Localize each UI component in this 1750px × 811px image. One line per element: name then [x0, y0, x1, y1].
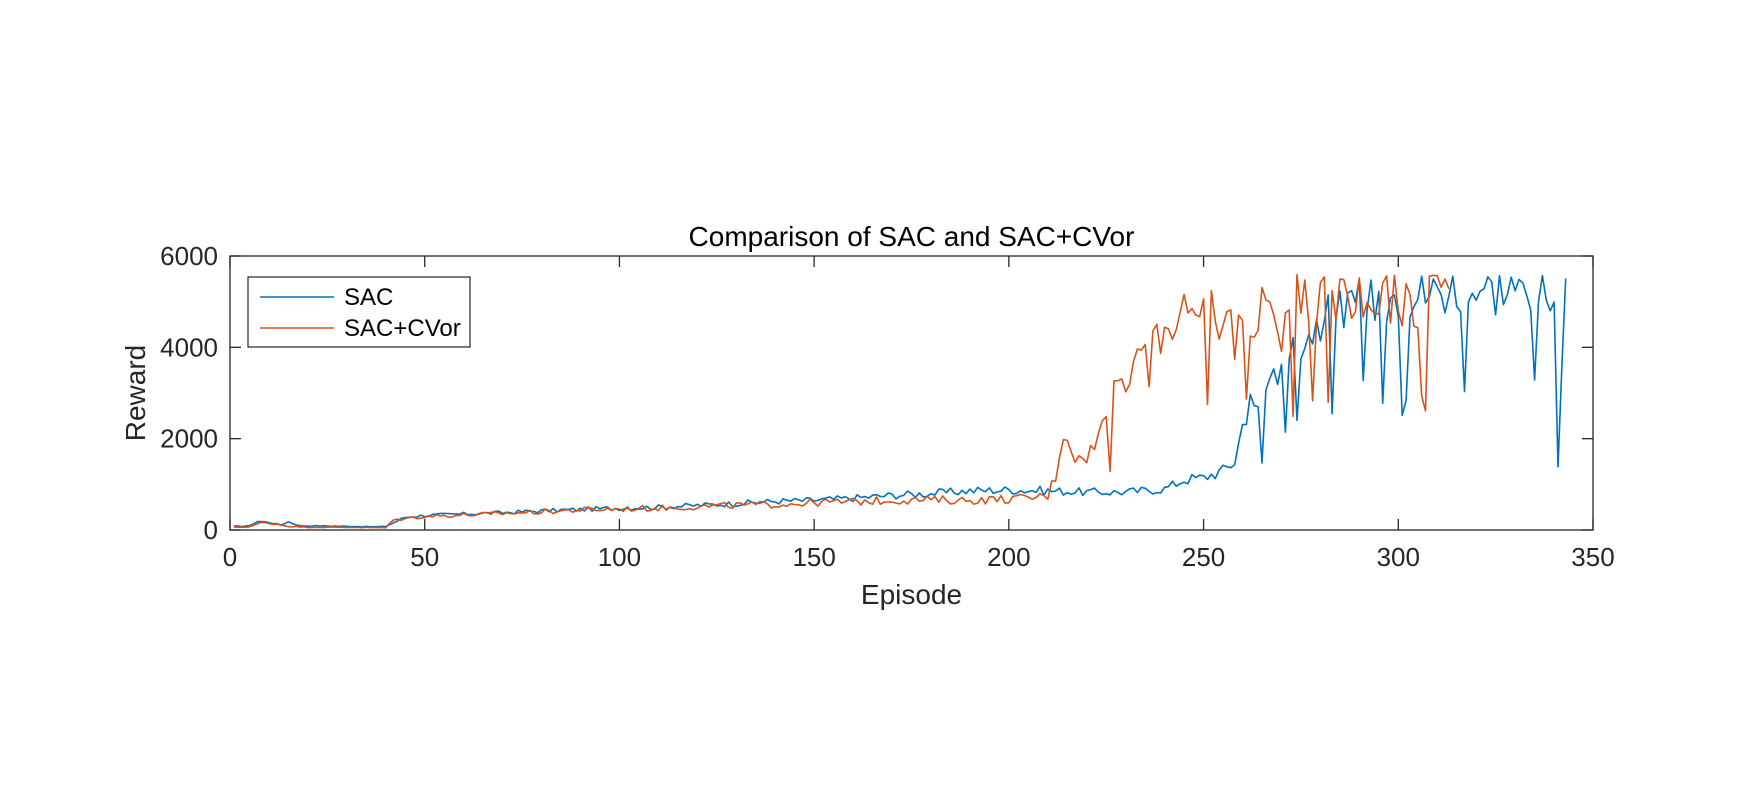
x-tick-label: 150	[792, 542, 835, 572]
chart-title: Comparison of SAC and SAC+CVor	[689, 221, 1135, 252]
y-axis-title: Reward	[120, 345, 151, 441]
y-tick-label: 6000	[160, 241, 218, 271]
axes-box	[229, 255, 1594, 531]
legend: SAC SAC+CVor	[247, 276, 471, 348]
x-axis-title: Episode	[861, 579, 962, 610]
x-tick-label: 0	[223, 542, 237, 572]
plot-lines	[233, 273, 1567, 529]
x-tick-label: 200	[987, 542, 1030, 572]
y-tick-label: 2000	[160, 424, 218, 454]
legend-label: SAC+CVor	[344, 315, 461, 342]
series-line-sac	[233, 274, 1567, 528]
x-tick-label: 350	[1571, 542, 1614, 572]
y-tick-label: 0	[204, 515, 218, 545]
y-tick-label: 4000	[160, 332, 218, 362]
x-tick-label: 300	[1377, 542, 1420, 572]
x-tick-label: 50	[410, 542, 439, 572]
series-line-sac-cvor	[233, 273, 1450, 529]
x-tick-label: 250	[1182, 542, 1225, 572]
legend-label: SAC	[344, 284, 393, 311]
legend-box	[247, 276, 471, 348]
x-tick-label: 100	[598, 542, 641, 572]
axis-ticks: 0 50 100 150 200 250 300 350 0 2000 4000 6000	[160, 241, 1615, 572]
